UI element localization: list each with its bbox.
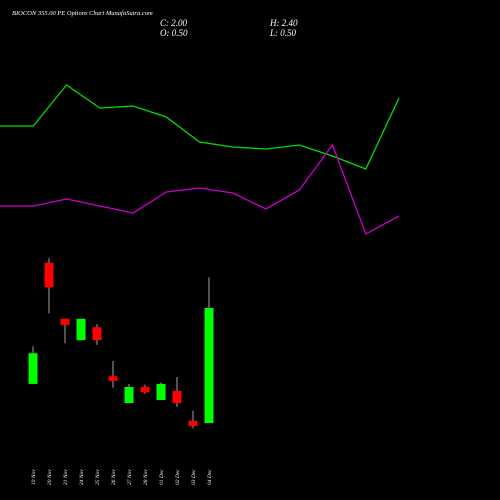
candle-body [76, 318, 86, 341]
high-label: H: 2.40 [269, 18, 298, 28]
x-tick-label: 01 Dec [159, 469, 165, 485]
x-tick-label: 21 Nov [63, 469, 69, 485]
candle-body [172, 390, 182, 404]
candle-body [156, 383, 166, 401]
open-label: O: 0.50 [160, 28, 188, 38]
x-tick-label: 26 Nov [111, 469, 117, 485]
indicator-line [0, 84, 400, 170]
low-label: L: 0.50 [269, 28, 297, 38]
x-tick-label: 04 Dec [206, 469, 213, 485]
x-tick-label: 28 Nov [143, 469, 149, 485]
x-tick-label: 02 Dec [175, 469, 181, 485]
x-tick-label: 19 Nov [31, 469, 37, 485]
x-tick-label: 25 Nov [95, 469, 101, 485]
candle-body [140, 386, 150, 393]
candle-body [204, 308, 214, 424]
x-tick-label: 24 Nov [78, 469, 85, 485]
chart-title: BIOCON 355.00 PE Options Chart MunafaSut… [12, 10, 153, 17]
indicator-line [0, 143, 400, 235]
candle-body [108, 376, 118, 381]
candle-body [188, 420, 198, 427]
candle-body [28, 353, 38, 384]
close-label: C: 2.00 [160, 18, 188, 28]
candle-body [60, 318, 70, 325]
candle-body [124, 386, 134, 404]
candle-body [44, 262, 54, 288]
x-tick-label: 03 Dec [191, 469, 197, 485]
x-tick-label: 27 Nov [127, 469, 133, 485]
x-tick-label: 20 Nov [47, 469, 53, 485]
candle-body [92, 327, 102, 341]
